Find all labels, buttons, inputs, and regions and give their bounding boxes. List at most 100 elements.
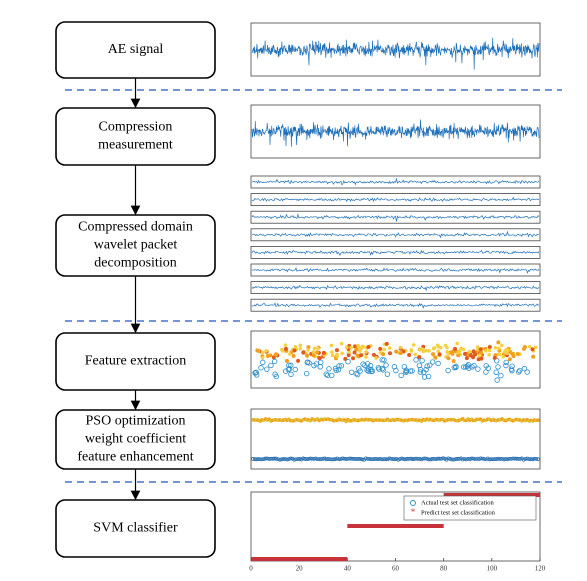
x-tick-label: 40: [344, 565, 352, 573]
feature-point: [311, 353, 316, 358]
feature-point: [462, 456, 467, 461]
feature-point: [364, 355, 368, 359]
feature-point: [323, 371, 329, 377]
feature-point: [497, 346, 501, 351]
feature-point: [268, 362, 274, 369]
feature-point: [381, 357, 387, 363]
feature-point: [251, 457, 255, 461]
feature-point: [536, 457, 540, 462]
feature-point: [368, 366, 374, 373]
feature-point: [392, 457, 397, 462]
feature-point: [344, 457, 349, 461]
feature-point: [467, 457, 472, 461]
feature-point: [453, 457, 458, 462]
feature-point: [424, 456, 429, 461]
feature-point: [460, 457, 465, 462]
feature-point: [533, 345, 538, 350]
legend-label: Actual test set classification: [421, 499, 494, 506]
feature-point: [298, 347, 303, 351]
feature-point: [389, 456, 393, 461]
feature-point: [456, 353, 461, 358]
feature-point: [265, 353, 270, 358]
feature-point: [445, 350, 449, 354]
feature-point: [258, 365, 264, 371]
feature-point: [298, 343, 303, 348]
feature-point: [451, 359, 456, 364]
feature-point: [505, 351, 509, 356]
feature-point: [505, 457, 510, 462]
feature-point: [310, 456, 315, 461]
feature-point: [479, 350, 484, 355]
feature-point: [398, 372, 404, 379]
feature-point: [498, 352, 502, 357]
feature-point: [306, 456, 311, 461]
feature-point: [348, 369, 355, 375]
feature-point: [532, 456, 537, 461]
feature-point: [294, 457, 298, 462]
feature-point: [292, 457, 297, 462]
feature-point: [514, 456, 519, 461]
feature-point: [270, 456, 275, 461]
feature-point: [509, 367, 515, 374]
feature-point: [480, 456, 485, 461]
feature-point: [515, 352, 520, 357]
feature-point: [487, 345, 492, 350]
feature-point: [427, 349, 431, 353]
feature-point: [467, 349, 472, 354]
feature-point: [321, 350, 326, 355]
feature-point: [496, 456, 501, 461]
feature-point: [265, 456, 270, 461]
feature-point: [430, 352, 435, 357]
feature-point: [478, 456, 483, 461]
feature-point: [326, 457, 331, 461]
x-tick-label: 120: [535, 565, 546, 573]
feature-point: [374, 456, 379, 461]
feature-point: [324, 372, 331, 379]
waveform: [251, 284, 540, 292]
feature-point: [411, 343, 416, 347]
feature-point: [252, 370, 258, 376]
step-label: SVM classifier: [93, 521, 178, 536]
feature-point: [500, 456, 505, 461]
feature-point: [398, 457, 402, 461]
feature-point: [354, 371, 361, 378]
step-box: [55, 107, 216, 166]
feature-point: [260, 359, 266, 366]
feature-point: [453, 363, 459, 370]
feature-point: [333, 457, 338, 462]
feature-point: [451, 457, 456, 462]
feature-point: [536, 418, 540, 422]
feature-point: [383, 457, 388, 462]
feature-point: [416, 456, 420, 461]
feature-point: [525, 456, 530, 461]
feature-point: [446, 356, 451, 361]
feature-point: [312, 346, 317, 351]
feature-point: [283, 457, 288, 461]
feature-point: [387, 346, 392, 350]
plot-frame: [250, 281, 541, 295]
feature-point: [305, 353, 310, 358]
feature-point: [304, 359, 311, 365]
feature-point: [438, 345, 443, 350]
feature-point: [524, 369, 530, 375]
feature-point: [292, 366, 298, 373]
feature-point: [379, 365, 386, 372]
feature-point: [401, 349, 406, 354]
feature-point: [466, 456, 470, 461]
feature-point: [493, 457, 497, 462]
feature-point: [435, 456, 440, 461]
feature-point: [491, 457, 496, 462]
feature-point: [380, 457, 384, 462]
feature-point: [413, 357, 419, 363]
feature-point: [503, 362, 509, 369]
feature-point: [365, 456, 370, 461]
feature-point: [362, 362, 368, 369]
feature-point: [353, 344, 358, 349]
feature-point: [509, 456, 514, 461]
feature-point: [340, 456, 345, 461]
feature-point: [324, 457, 329, 462]
feature-point: [331, 457, 336, 462]
feature-point: [388, 351, 393, 356]
feature-point: [414, 456, 419, 461]
feature-point: [356, 365, 362, 372]
